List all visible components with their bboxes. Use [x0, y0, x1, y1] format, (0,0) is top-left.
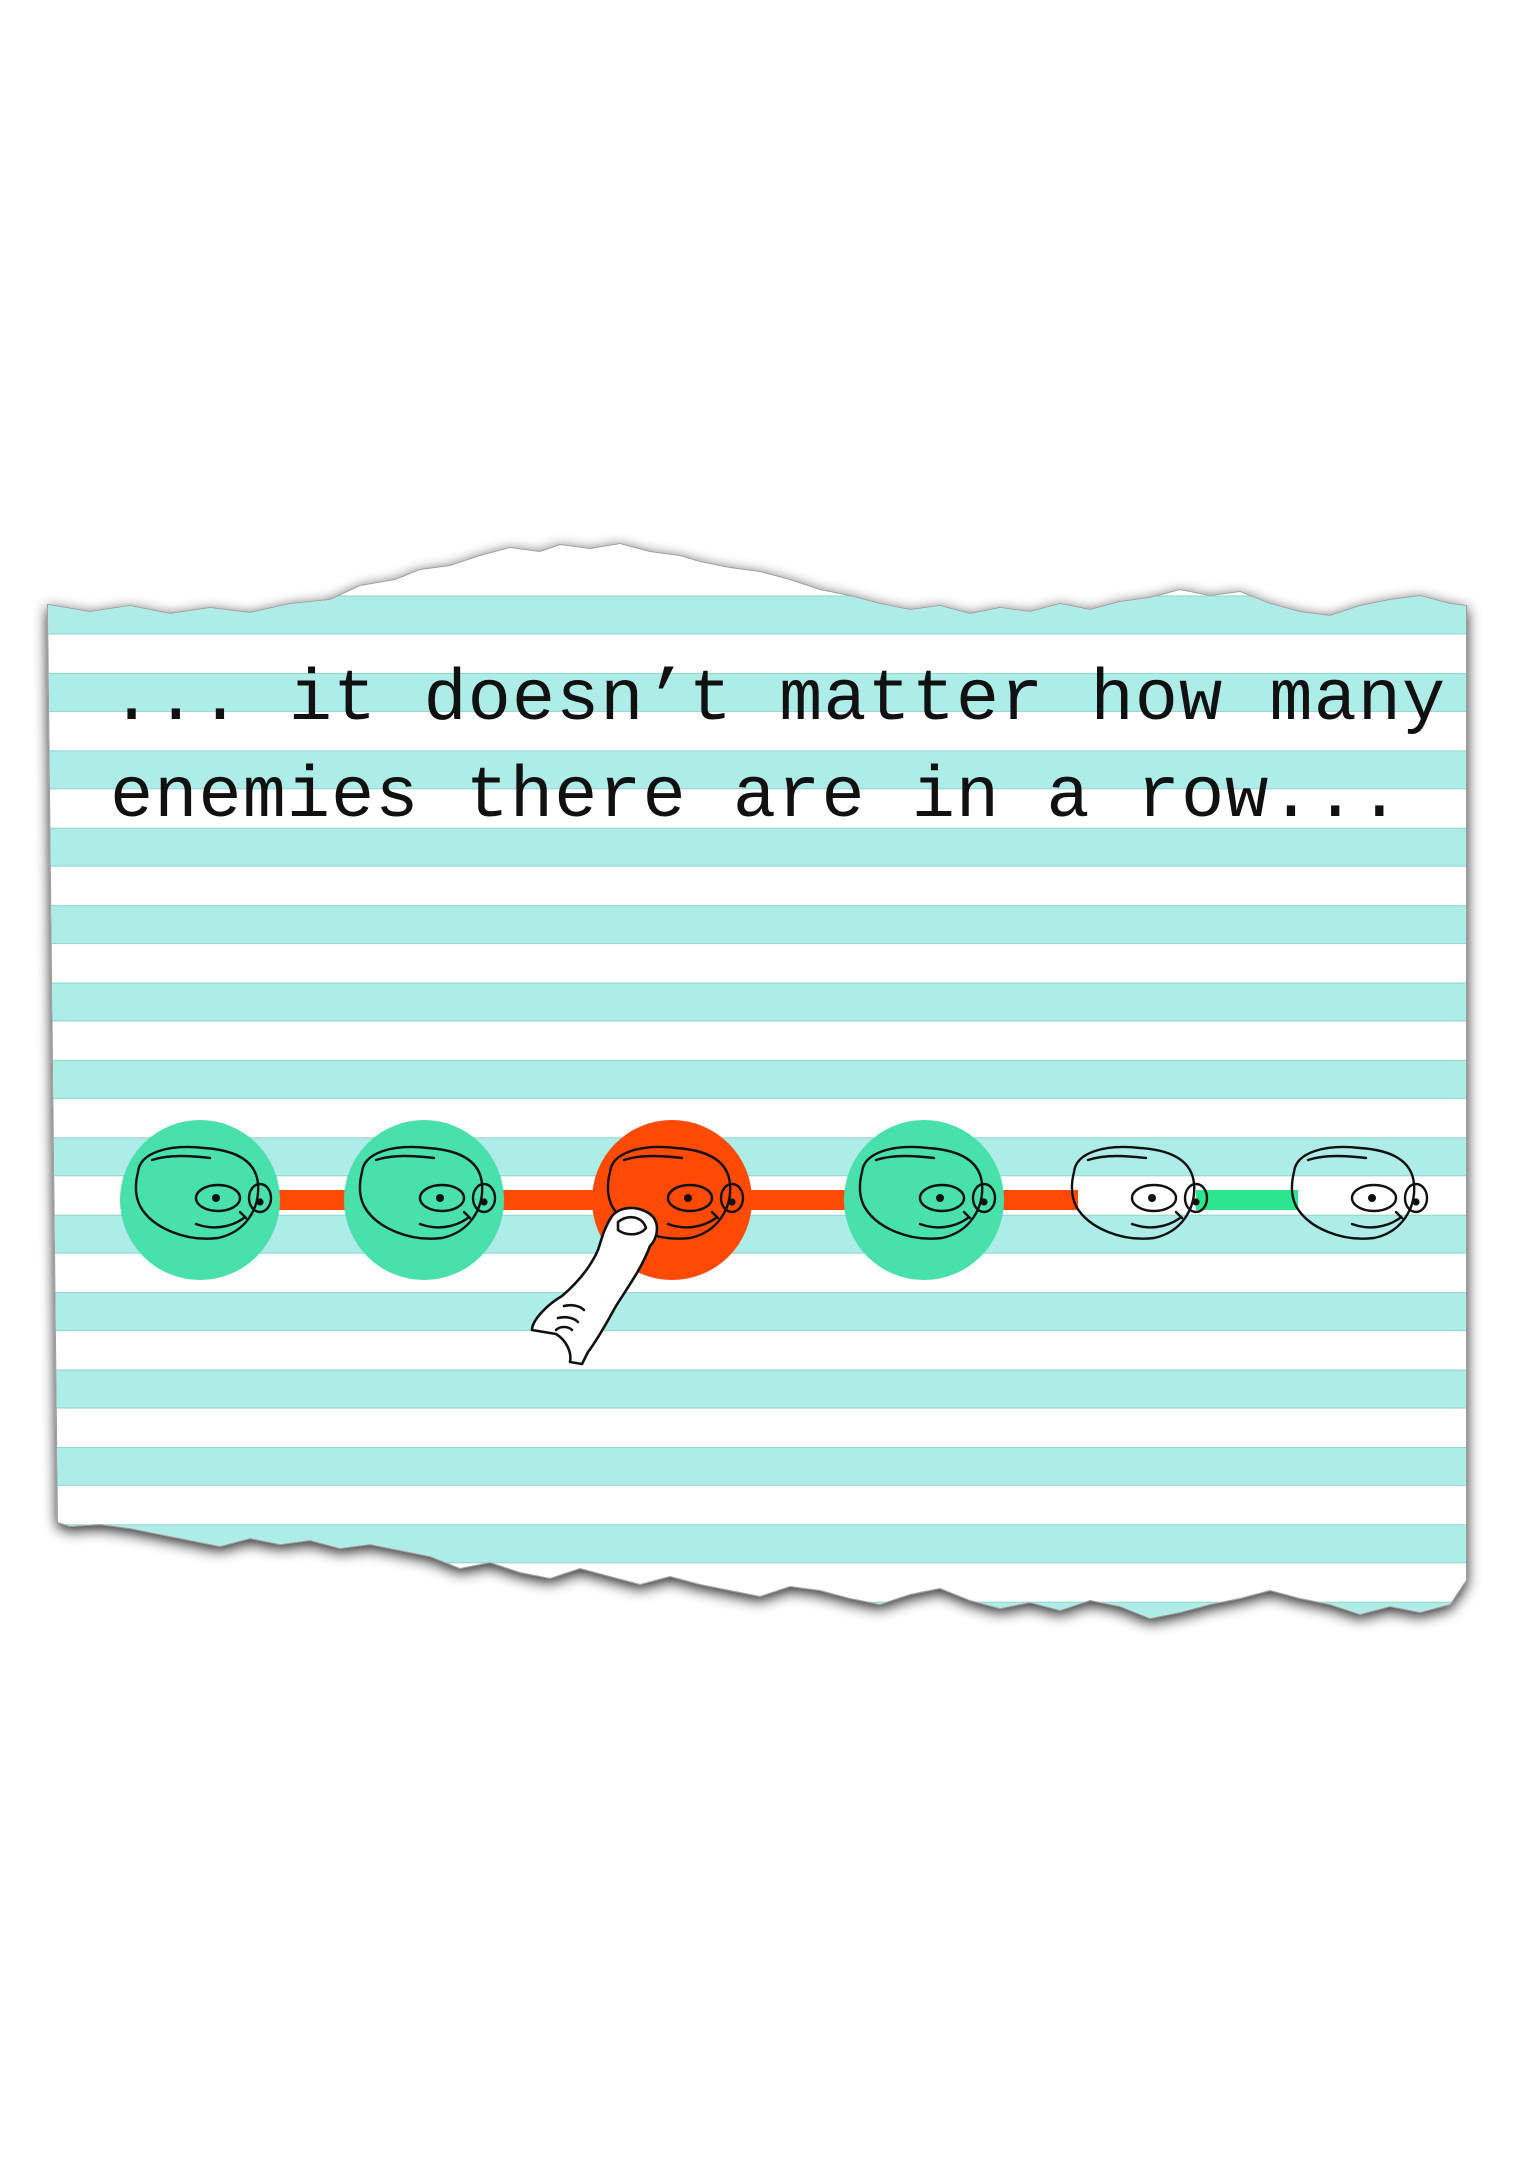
stripe-5	[48, 905, 1466, 945]
finger-pointer-icon	[530, 1206, 659, 1366]
enemy-face-icon	[1070, 1145, 1209, 1240]
stripe-3	[48, 750, 1466, 790]
enemy-link-3	[732, 1190, 866, 1210]
enemy-2[interactable]	[344, 1120, 504, 1280]
stripe-6	[48, 982, 1466, 1022]
stripe-8	[48, 1137, 1466, 1177]
enemy-link-2	[484, 1190, 614, 1210]
enemy-face-icon	[606, 1145, 745, 1240]
enemy-1[interactable]	[120, 1120, 280, 1280]
enemy-face-icon	[134, 1145, 273, 1240]
stripe-9	[48, 1214, 1466, 1254]
enemy-5[interactable]	[1070, 1145, 1209, 1240]
enemy-link-5	[1196, 1190, 1298, 1210]
enemy-face-icon	[358, 1145, 497, 1240]
enemy-circle	[844, 1120, 1004, 1280]
stripe-12	[48, 1446, 1466, 1486]
enemy-4[interactable]	[844, 1120, 1004, 1280]
stripe-7	[48, 1059, 1466, 1099]
enemy-link-4	[984, 1190, 1078, 1210]
stripe-2	[48, 672, 1466, 712]
enemy-circle	[120, 1120, 280, 1280]
enemy-face-icon	[1290, 1145, 1429, 1240]
story-caption: ... it doesn’t matter how many enemies t…	[110, 659, 1447, 838]
stripe-10	[48, 1292, 1466, 1332]
stripe-4	[48, 827, 1466, 867]
enemy-link-1	[260, 1190, 366, 1210]
enemy-circle	[344, 1120, 504, 1280]
enemy-face-icon	[858, 1145, 997, 1240]
stripe-11	[48, 1369, 1466, 1409]
enemy-6[interactable]	[1290, 1145, 1429, 1240]
paper-stripes	[48, 544, 1466, 1618]
